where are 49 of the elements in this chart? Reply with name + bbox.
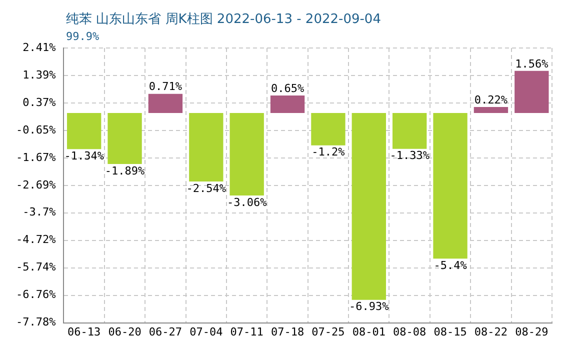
x-tick-label: 07-04 (190, 325, 224, 338)
x-tick-label: 06-20 (108, 325, 142, 338)
y-tick-label: -6.76% (16, 288, 56, 302)
y-tick-label: -5.74% (16, 260, 56, 274)
bar (352, 112, 386, 300)
bar (474, 107, 508, 113)
bar (433, 112, 468, 259)
data-label: 1.56% (515, 57, 549, 70)
bar (392, 112, 427, 149)
data-label: -1.89% (104, 164, 146, 178)
bar (66, 112, 102, 150)
x-tick-label: 07-18 (270, 325, 304, 338)
data-label: -6.93% (349, 300, 390, 314)
y-tick-label: 0.37% (22, 96, 56, 109)
data-label: 0.65% (270, 82, 304, 95)
x-tick-label: 08-08 (393, 325, 426, 338)
y-tick-label: -3.7% (22, 206, 56, 219)
x-tick-label: 08-22 (474, 325, 508, 338)
bar (270, 95, 305, 113)
chart-subtitle: 99.9% (66, 30, 100, 43)
x-tick-label: 08-29 (515, 325, 548, 338)
data-label: -2.54% (186, 182, 226, 195)
bar (108, 112, 142, 164)
y-tick-label: -2.69% (16, 178, 56, 192)
data-label: -1.33% (390, 149, 430, 162)
data-label: -1.2% (312, 146, 346, 159)
bar (148, 94, 183, 113)
y-tick-label: -7.78% (16, 316, 56, 329)
x-tick-label: 07-11 (230, 325, 264, 338)
y-tick-label: 2.41% (22, 40, 56, 54)
data-label: 0.71% (148, 80, 182, 94)
bar (311, 112, 346, 146)
chart-title: 纯苯 山东山东省 周K柱图 2022-06-13 - 2022-09-04 (66, 11, 381, 28)
x-tick-label: 06-13 (68, 325, 101, 338)
y-tick-label: -4.72% (16, 233, 56, 246)
bar (189, 112, 224, 182)
y-tick-label: -0.65% (16, 123, 56, 136)
y-tick-label: -1.67% (16, 150, 56, 164)
x-tick-label: 08-15 (434, 325, 467, 338)
bar (230, 112, 264, 196)
x-tick-label: 07-25 (312, 325, 345, 338)
data-label: -5.4% (434, 258, 468, 272)
bar (514, 70, 549, 113)
data-label: 0.22% (474, 93, 508, 106)
y-tick-label: 1.39% (22, 68, 56, 82)
data-label: -3.06% (226, 196, 268, 209)
x-tick-label: 06-27 (148, 325, 182, 338)
data-label: -1.34% (64, 149, 104, 162)
x-tick-label: 08-01 (352, 325, 386, 338)
